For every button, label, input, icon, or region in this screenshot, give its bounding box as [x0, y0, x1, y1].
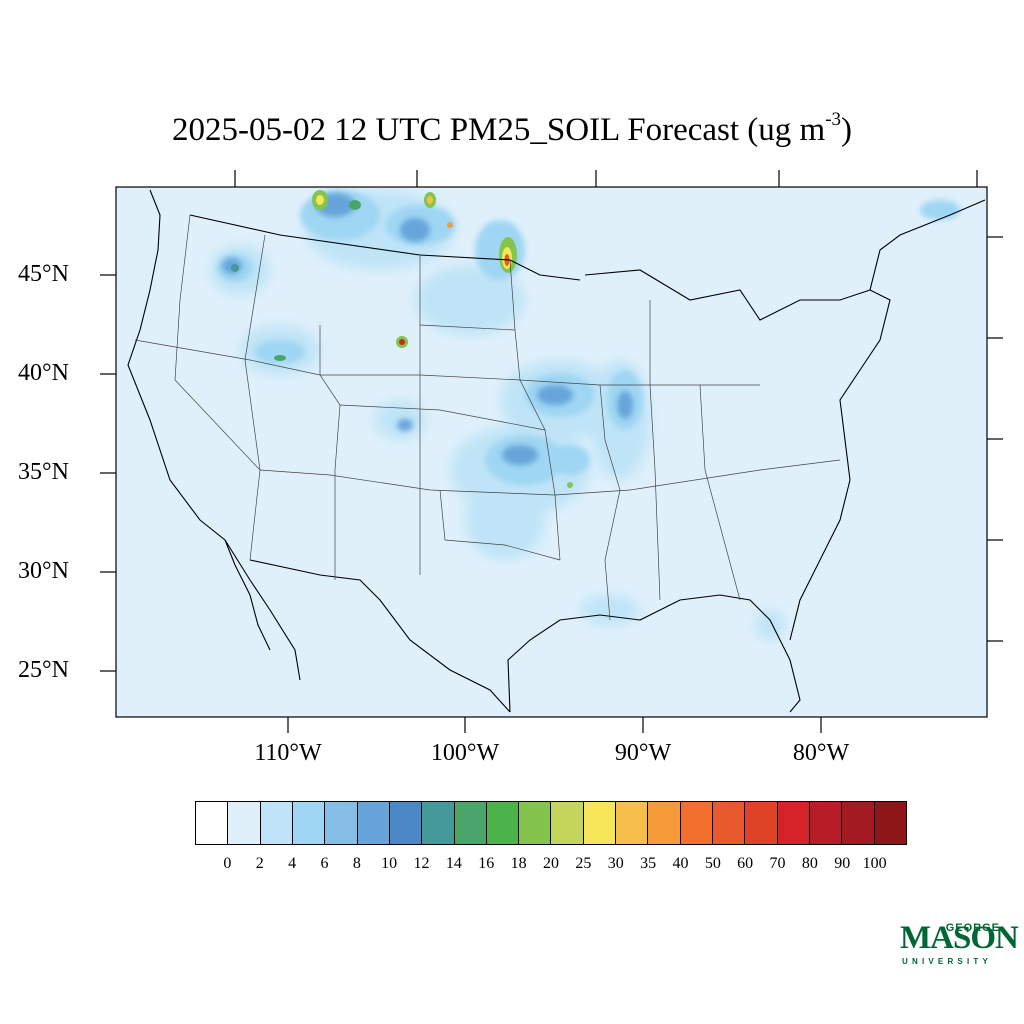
title-main: 2025-05-02 12 UTC PM25_SOIL Forecast (ug…: [171, 112, 826, 148]
legend-swatch: [680, 802, 713, 844]
legend-swatch: [228, 802, 261, 844]
legend-swatch: [713, 802, 746, 844]
legend-tick-label: 0: [223, 855, 232, 872]
legend-tick-label: 18: [510, 855, 527, 872]
legend-swatch: [325, 802, 358, 844]
legend-tick-label: 20: [543, 855, 559, 872]
lon-label-90w: 90°W: [614, 740, 672, 766]
coastline: [127, 189, 986, 713]
legend-swatch: [196, 802, 229, 844]
legend-tick-label: 35: [640, 855, 657, 872]
legend-swatch: [809, 802, 843, 844]
legend-swatch: [486, 802, 520, 844]
legend-swatch: [519, 802, 552, 844]
chart-title: 2025-05-02 12 UTC PM25_SOIL Forecast (ug…: [0, 109, 1024, 149]
lon-label-80w: 80°W: [792, 740, 850, 766]
legend-tick-label: 100: [862, 855, 887, 872]
legend-swatch: [874, 802, 906, 844]
legend-tick-label: 6: [320, 855, 329, 872]
logo-university-text: UNIVERSITY: [902, 957, 993, 966]
legend-swatch: [777, 802, 810, 844]
legend-tick-label: 40: [672, 855, 689, 872]
legend-tick-label: 70: [769, 855, 786, 872]
legend-swatch: [583, 802, 617, 844]
color-legend-bar: [195, 801, 907, 845]
legend-swatch: [357, 802, 390, 844]
legend-tick-label: 16: [478, 855, 495, 872]
legend-tick-label: 50: [704, 855, 721, 872]
legend-swatch: [260, 802, 293, 844]
legend-swatch: [292, 802, 326, 844]
legend-tick-label: 2: [255, 855, 264, 872]
map-ticks: [100, 170, 1003, 733]
gmu-logo: MASON GEORGE UNIVERSITY: [896, 902, 1019, 972]
logo-george-text: GEORGE: [945, 922, 1000, 934]
logo-mason-text: MASON: [900, 920, 1019, 956]
state-borders: [134, 214, 841, 621]
lon-label-100w: 100°W: [430, 740, 500, 766]
legend-tick-label: 8: [352, 855, 361, 872]
legend-swatch: [745, 802, 778, 844]
legend-swatch: [648, 802, 681, 844]
title-close: ): [841, 112, 853, 148]
legend-swatch: [454, 802, 487, 844]
lat-label-25n: 25°N: [18, 657, 69, 683]
lat-label-45n: 45°N: [18, 261, 69, 287]
legend-swatch: [616, 802, 649, 844]
legend-tick-label: 12: [413, 855, 430, 872]
title-superscript: -3: [825, 109, 842, 130]
legend-tick-label: 4: [288, 855, 297, 872]
lat-label-35n: 35°N: [18, 459, 69, 485]
legend-swatch: [422, 802, 455, 844]
map-frame: [115, 186, 988, 718]
lat-label-30n: 30°N: [18, 558, 69, 584]
legend-tick-label: 80: [801, 855, 818, 872]
legend-swatch: [551, 802, 584, 844]
lon-label-110w: 110°W: [254, 740, 322, 766]
legend-tick-label: 30: [607, 855, 624, 872]
legend-swatch: [389, 802, 423, 844]
concentration-field: [127, 189, 986, 713]
legend-tick-label: 14: [445, 855, 462, 872]
legend-tick-label: 25: [575, 855, 592, 872]
legend-tick-label: 60: [737, 855, 754, 872]
legend-tick-label: 10: [381, 855, 398, 872]
legend-tick-label: 90: [834, 855, 851, 872]
lat-label-40n: 40°N: [18, 360, 69, 386]
legend-swatch: [842, 802, 875, 844]
